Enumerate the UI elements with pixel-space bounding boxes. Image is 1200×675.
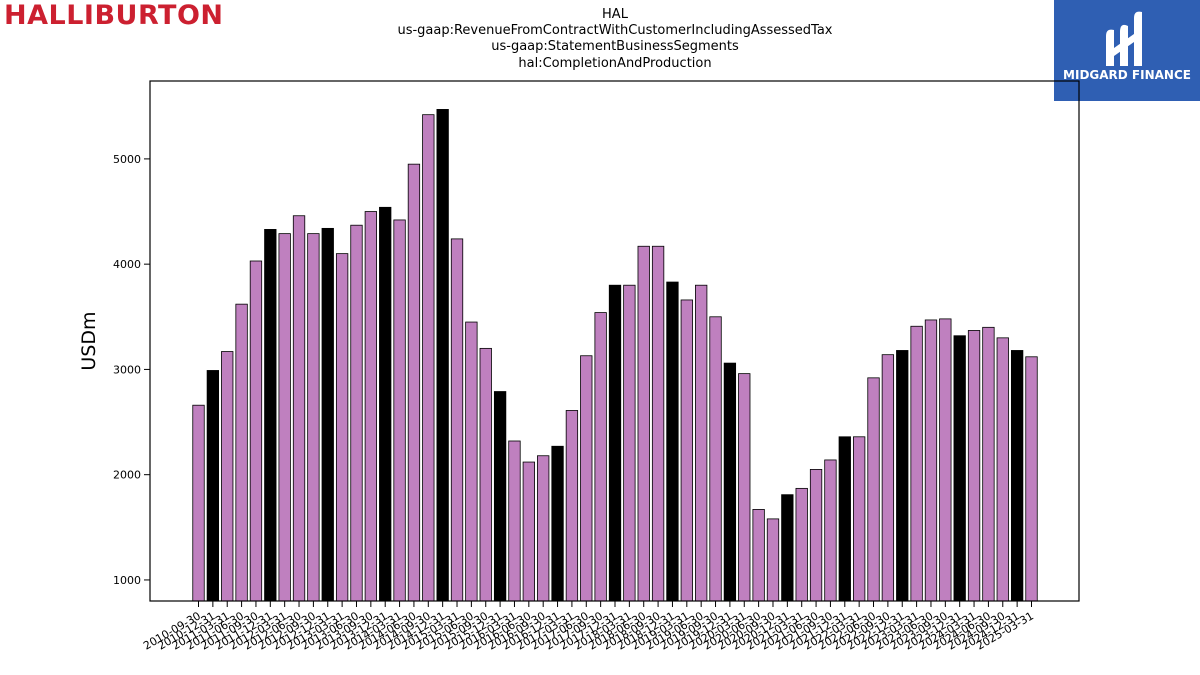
bar-2023-09-30 (939, 318, 952, 602)
bar-group (192, 109, 1038, 602)
bar-2020-03-31 (738, 373, 751, 602)
halliburton-logo: HALLIBURTON (4, 1, 304, 31)
bar-2011-03-31 (221, 351, 234, 602)
halliburton-logo-text: HALLIBURTON (4, 0, 224, 31)
bar-2013-12-31 (379, 206, 392, 602)
bar-2015-03-31 (450, 238, 464, 602)
bar-2017-09-30 (594, 312, 607, 602)
midgard-mark-icon (1106, 11, 1142, 67)
bar-2014-06-30 (407, 163, 421, 602)
bar-2023-06-30 (924, 319, 938, 602)
bar-2018-12-31 (666, 281, 679, 602)
y-axis-label: USDm (78, 311, 100, 370)
bar-2021-12-31 (838, 436, 851, 602)
bar-2016-06-30 (522, 461, 535, 602)
bar-2011-06-30 (235, 303, 248, 602)
bar-2014-09-30 (422, 114, 435, 602)
bar-2016-09-30 (537, 455, 550, 602)
bar-2020-09-30 (766, 518, 780, 602)
bar-2017-06-30 (580, 355, 593, 602)
bar-2018-03-31 (623, 284, 636, 602)
bar-2016-03-31 (508, 440, 521, 602)
bar-2021-09-30 (824, 459, 837, 602)
bar-2015-06-30 (465, 321, 478, 602)
midgard-finance-logo: MIDGARD FINANCE (1054, 0, 1200, 101)
bar-2020-12-31 (781, 494, 794, 602)
bar-2022-06-30 (867, 377, 880, 602)
x-axis: 2010-09-302010-12-312011-03-312011-06-30… (141, 601, 1036, 653)
chart-title-line-3: us-gaap:StatementBusinessSegments (491, 39, 739, 54)
bar-2022-09-30 (881, 354, 895, 602)
bar-2014-12-31 (436, 109, 449, 602)
bar-2020-06-30 (752, 509, 765, 602)
chart-title-line-2: us-gaap:RevenueFromContractWithCustomerI… (397, 23, 833, 38)
bar-2011-09-30 (249, 260, 263, 602)
y-tick-label: 2000 (113, 469, 141, 482)
bar-2011-12-31 (264, 229, 277, 602)
bar-2013-06-30 (350, 224, 363, 602)
bar-2012-09-30 (307, 233, 320, 602)
y-tick-label: 5000 (113, 153, 141, 166)
bar-2012-12-31 (321, 227, 334, 602)
bar-2023-03-31 (910, 325, 923, 602)
bar-2013-09-30 (364, 211, 377, 602)
midgard-finance-logo-text: MIDGARD FINANCE (1063, 68, 1191, 82)
y-tick-label: 3000 (113, 363, 141, 376)
y-tick-label: 4000 (113, 258, 141, 271)
bar-2024-09-30 (996, 337, 1009, 602)
bar-2018-06-30 (637, 245, 650, 602)
bar-2023-12-31 (953, 335, 966, 602)
bar-2013-03-31 (335, 253, 349, 602)
y-axis: 1000 2000 3000 4000 5000 (113, 153, 150, 587)
bar-2012-03-31 (278, 233, 291, 602)
bar-2024-06-30 (982, 326, 995, 602)
bar-2010-09-30 (192, 404, 205, 602)
y-tick-label: 1000 (113, 574, 141, 587)
bar-2019-09-30 (709, 316, 722, 602)
bar-2017-12-31 (608, 284, 622, 602)
bar-2022-03-31 (853, 436, 866, 602)
bar-2024-12-31 (1010, 350, 1024, 602)
plot-frame (149, 80, 1080, 602)
bar-2016-12-31 (551, 445, 564, 602)
bar-2014-03-31 (393, 219, 406, 602)
bar-2015-12-31 (493, 391, 507, 602)
bar-2019-12-31 (723, 362, 737, 602)
bar-2019-06-30 (695, 284, 708, 602)
bar-2012-06-30 (292, 215, 306, 602)
bar-2021-06-30 (809, 469, 823, 602)
chart-title-line-4: hal:CompletionAndProduction (518, 56, 712, 71)
bar-2025-03-31 (1025, 356, 1038, 602)
bar-2015-09-30 (479, 347, 492, 602)
bar-2022-12-31 (896, 350, 909, 602)
chart-title-line-1: HAL (602, 7, 628, 22)
bar-2010-12-31 (206, 370, 220, 602)
bar-2018-09-30 (651, 245, 665, 602)
bar-2017-03-31 (565, 410, 579, 602)
bar-2024-03-31 (967, 330, 981, 602)
bar-2019-03-31 (680, 299, 693, 602)
bar-2021-03-31 (795, 487, 808, 602)
